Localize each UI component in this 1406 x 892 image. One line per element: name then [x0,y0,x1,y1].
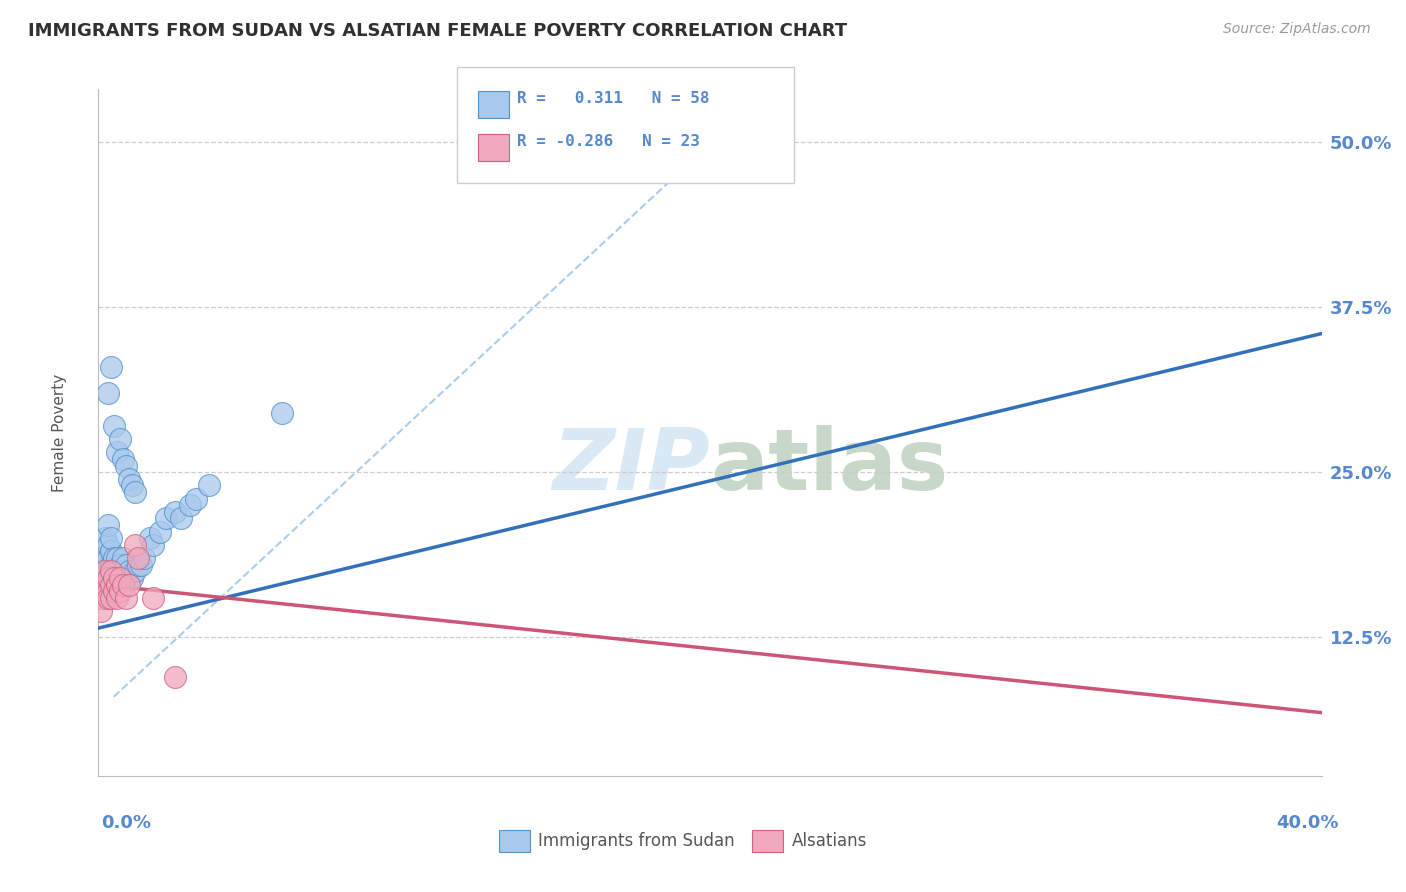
Point [90,604,112,618]
Point [93,558,115,572]
Point [100,591,122,605]
Point [90,551,112,566]
Point [121,478,143,492]
Point [163,505,186,519]
Point [124,564,146,578]
Point [93,571,115,585]
Text: R =   0.311   N = 58: R = 0.311 N = 58 [517,91,710,106]
Point [90,591,112,605]
Text: IMMIGRANTS FROM SUDAN VS ALSATIAN FEMALE POVERTY CORRELATION CHART: IMMIGRANTS FROM SUDAN VS ALSATIAN FEMALE… [28,22,848,40]
Point [139,531,162,545]
Point [170,511,193,525]
Point [100,564,122,578]
Point [93,531,115,545]
Point [97,564,120,578]
Point [115,558,138,572]
Point [111,452,134,467]
Point [103,584,125,599]
Point [97,571,120,585]
Text: 40.0%: 40.0% [1277,814,1339,831]
Point [103,564,125,578]
Point [118,472,141,486]
Point [118,564,141,578]
Point [103,577,125,591]
Point [90,564,112,578]
Point [163,670,186,684]
Point [115,458,138,473]
Point [127,551,149,566]
Point [97,584,120,599]
Point [93,577,115,591]
Point [108,558,131,572]
Point [111,577,134,591]
Point [90,577,112,591]
Text: atlas: atlas [710,425,948,508]
Point [108,584,131,599]
Text: Immigrants from Sudan: Immigrants from Sudan [538,832,735,850]
Text: 0.0%: 0.0% [101,814,152,831]
Point [115,591,138,605]
Point [103,551,125,566]
Point [108,571,131,585]
Point [93,584,115,599]
Point [197,478,219,492]
Point [179,498,201,512]
Point [100,544,122,558]
Point [97,538,120,552]
Point [90,591,112,605]
Point [111,564,134,578]
Point [105,577,128,591]
Point [105,564,128,578]
Text: Source: ZipAtlas.com: Source: ZipAtlas.com [1223,22,1371,37]
Point [111,551,134,566]
Point [103,571,125,585]
Point [108,571,131,585]
Point [118,577,141,591]
Point [134,551,156,566]
Point [108,432,131,446]
Point [93,564,115,578]
Point [105,551,128,566]
Point [100,571,122,585]
Point [103,419,125,434]
Point [124,485,146,500]
Point [186,491,208,506]
Point [127,558,149,572]
Point [100,531,122,545]
Point [142,591,165,605]
Point [97,518,120,533]
Point [155,511,177,525]
Point [97,577,120,591]
Point [100,359,122,374]
Point [100,558,122,572]
Text: Alsatians: Alsatians [792,832,868,850]
Point [129,558,152,572]
Point [105,577,128,591]
Point [97,591,120,605]
Point [149,524,172,539]
Point [100,577,122,591]
Point [121,571,143,585]
Point [105,445,128,459]
Point [142,538,165,552]
Point [105,591,128,605]
Point [270,406,292,420]
Point [93,544,115,558]
Text: Female Poverty: Female Poverty [52,374,66,491]
Point [97,591,120,605]
Point [97,551,120,566]
Point [97,386,120,401]
Text: ZIP: ZIP [553,425,710,508]
Point [115,571,138,585]
Point [124,538,146,552]
Text: R = -0.286   N = 23: R = -0.286 N = 23 [517,134,700,149]
